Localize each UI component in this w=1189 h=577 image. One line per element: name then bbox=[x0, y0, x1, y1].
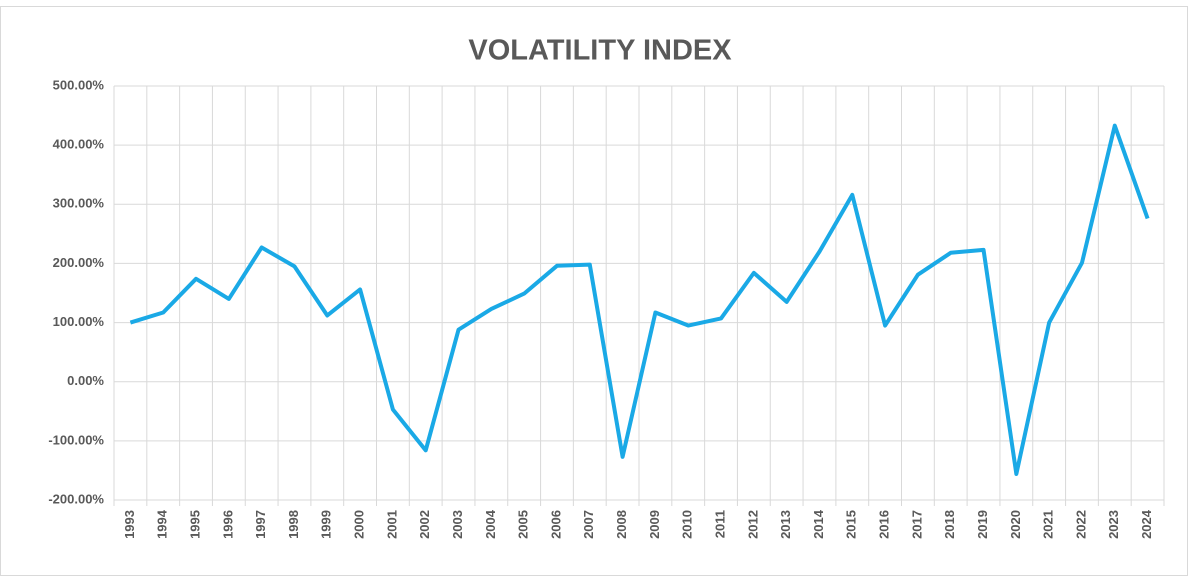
y-tick-label: 200.00% bbox=[53, 255, 105, 270]
x-tick-label: 2003 bbox=[450, 510, 465, 539]
x-tick-label: 1993 bbox=[122, 510, 137, 539]
data-line bbox=[129, 123, 1150, 476]
y-tick-label: 300.00% bbox=[53, 196, 105, 211]
x-tick-label: 2017 bbox=[909, 510, 924, 539]
y-tick-label: 100.00% bbox=[53, 314, 105, 329]
x-tick-label: 1995 bbox=[187, 510, 202, 539]
x-tick-label: 1999 bbox=[319, 510, 334, 539]
x-tick-label: 1997 bbox=[253, 510, 268, 539]
x-tick-label: 2016 bbox=[877, 510, 892, 539]
x-tick-label: 2024 bbox=[1139, 509, 1154, 539]
x-tick-label: 2022 bbox=[1073, 510, 1088, 539]
x-tick-label: 2004 bbox=[483, 509, 498, 539]
x-tick-label: 2001 bbox=[384, 510, 399, 539]
x-tick-label: 2019 bbox=[975, 510, 990, 539]
y-tick-label: -200.00% bbox=[48, 491, 104, 506]
x-tick-label: 2013 bbox=[778, 510, 793, 539]
x-tick-label: 2018 bbox=[942, 510, 957, 539]
x-tick-label: 2010 bbox=[680, 510, 695, 539]
y-tick-label: 500.00% bbox=[53, 77, 105, 92]
x-tick-label: 2008 bbox=[614, 510, 629, 539]
y-tick-label: -100.00% bbox=[48, 432, 104, 447]
x-tick-label: 2002 bbox=[417, 510, 432, 539]
x-tick-label: 2023 bbox=[1106, 510, 1121, 539]
x-tick-label: 2005 bbox=[516, 510, 531, 539]
y-tick-label: 0.00% bbox=[67, 373, 104, 388]
x-tick-label: 2015 bbox=[844, 510, 859, 539]
x-tick-label: 2000 bbox=[352, 510, 367, 539]
x-tick-label: 2009 bbox=[647, 510, 662, 539]
x-tick-label: 2021 bbox=[1041, 510, 1056, 539]
x-tick-label: 1998 bbox=[286, 510, 301, 539]
x-tick-label: 1996 bbox=[220, 510, 235, 539]
x-tick-label: 2014 bbox=[811, 509, 826, 539]
x-tick-label: 2011 bbox=[712, 510, 727, 538]
x-tick-label: 1994 bbox=[155, 509, 170, 539]
chart-title: VOLATILITY INDEX bbox=[468, 35, 732, 67]
x-tick-label: 2007 bbox=[581, 510, 596, 539]
x-tick-label: 2012 bbox=[745, 510, 760, 539]
y-tick-label: 400.00% bbox=[53, 137, 105, 152]
x-tick-label: 2006 bbox=[548, 510, 563, 539]
x-tick-label: 2020 bbox=[1008, 510, 1023, 539]
